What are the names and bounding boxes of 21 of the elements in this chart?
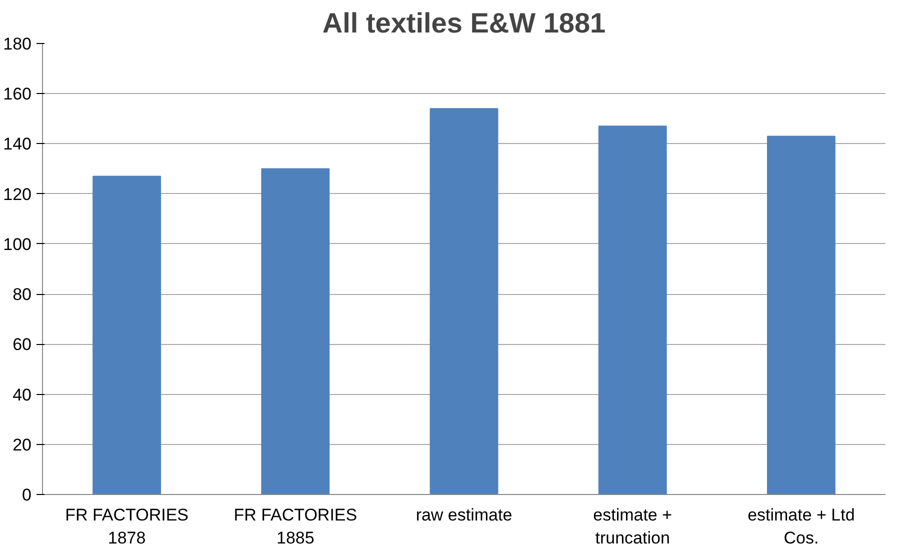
x-tick-label: estimate + Ltd Cos. bbox=[748, 506, 855, 548]
chart-title: All textiles E&W 1881 bbox=[322, 8, 606, 38]
y-tick-label: 80 bbox=[12, 285, 32, 304]
bar bbox=[598, 126, 667, 494]
bar bbox=[430, 108, 498, 494]
y-tick-label: 0 bbox=[22, 486, 32, 504]
y-tick-label: 140 bbox=[3, 134, 32, 154]
y-tick-label: 180 bbox=[3, 34, 32, 54]
y-tick-label: 120 bbox=[3, 184, 32, 204]
y-tick-label: 100 bbox=[3, 234, 32, 254]
bar bbox=[766, 136, 836, 494]
y-tick-label: 20 bbox=[12, 435, 32, 454]
y-tick-label: 60 bbox=[12, 335, 32, 354]
y-tick-label: 40 bbox=[12, 385, 32, 404]
x-tick-label: FR FACTORIES 1878 bbox=[65, 506, 189, 548]
y-tick-label: 160 bbox=[3, 84, 32, 104]
x-tick-label: estimate + truncation bbox=[593, 506, 672, 548]
x-tick-label: FR FACTORIES 1885 bbox=[234, 506, 358, 548]
bar bbox=[261, 168, 330, 494]
x-tick-label: raw estimate bbox=[416, 506, 512, 524]
bar bbox=[92, 176, 162, 494]
